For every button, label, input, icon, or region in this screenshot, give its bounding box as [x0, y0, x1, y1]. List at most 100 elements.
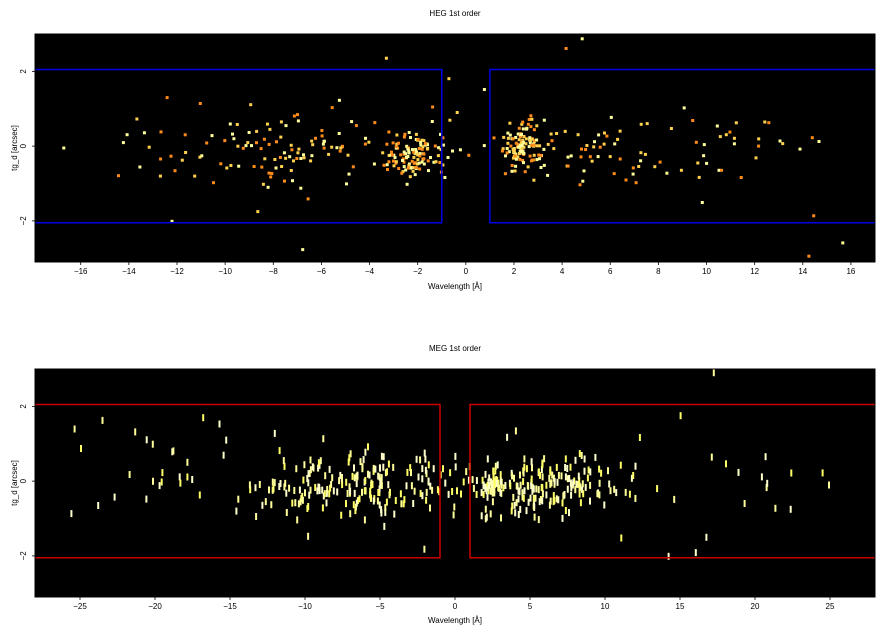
- event-pixel: [639, 122, 643, 126]
- event-pixel: [580, 37, 584, 41]
- event-pixel: [309, 486, 312, 494]
- event-pixel: [656, 485, 659, 493]
- event-pixel: [582, 169, 586, 173]
- event-pixel: [530, 458, 533, 466]
- event-pixel: [369, 487, 372, 495]
- event-pixel: [387, 460, 390, 468]
- event-pixel: [341, 481, 344, 489]
- event-pixel: [392, 159, 395, 163]
- event-pixel: [311, 143, 315, 147]
- event-pixel: [634, 462, 637, 470]
- event-pixel: [576, 133, 580, 137]
- event-pixel: [307, 479, 310, 487]
- event-pixel: [295, 465, 298, 473]
- event-pixel: [383, 522, 386, 530]
- event-pixel: [585, 144, 589, 147]
- event-pixel: [528, 136, 532, 140]
- event-pixel: [471, 476, 474, 484]
- x-tick-label: 25: [826, 602, 835, 611]
- event-pixel: [454, 463, 457, 471]
- event-pixel: [423, 545, 426, 553]
- event-pixel: [364, 448, 367, 456]
- event-pixel: [522, 161, 525, 165]
- event-pixel: [384, 56, 388, 60]
- event-pixel: [426, 147, 429, 151]
- event-pixel: [515, 482, 518, 490]
- event-pixel: [434, 160, 438, 164]
- event-pixel: [529, 114, 533, 118]
- event-pixel: [679, 168, 683, 172]
- event-pixel: [355, 472, 358, 480]
- event-pixel: [828, 481, 830, 489]
- event-pixel: [609, 115, 613, 119]
- event-pixel: [407, 151, 411, 155]
- event-pixel: [774, 504, 777, 512]
- event-pixel: [517, 152, 521, 155]
- x-tick-label: 4: [560, 267, 565, 276]
- event-pixel: [390, 153, 394, 157]
- event-pixel: [270, 501, 273, 509]
- event-pixel: [232, 137, 236, 141]
- event-pixel: [502, 484, 505, 492]
- event-pixel: [525, 465, 528, 473]
- event-pixel: [384, 504, 387, 512]
- event-pixel: [352, 501, 355, 509]
- event-pixel: [260, 165, 264, 169]
- event-pixel: [537, 468, 540, 476]
- event-pixel: [557, 471, 560, 479]
- event-pixel: [407, 162, 411, 166]
- x-tick-label: −2: [413, 267, 423, 276]
- event-pixel: [634, 494, 637, 502]
- event-pixel: [574, 486, 577, 494]
- event-pixel: [410, 469, 412, 477]
- event-pixel: [763, 120, 767, 124]
- event-pixel: [460, 490, 462, 498]
- event-pixel: [637, 165, 641, 168]
- event-pixel: [210, 134, 214, 138]
- x-tick-label: 15: [676, 602, 685, 611]
- event-pixel: [429, 156, 432, 159]
- event-pixel: [376, 497, 379, 505]
- event-pixel: [524, 127, 528, 131]
- event-pixel: [289, 143, 293, 147]
- event-pixel: [399, 490, 402, 498]
- event-pixel: [97, 502, 100, 509]
- event-pixel: [549, 497, 552, 505]
- event-pixel: [430, 120, 434, 123]
- event-pixel: [525, 507, 528, 515]
- event-pixel: [231, 132, 234, 136]
- event-pixel: [494, 467, 497, 475]
- event-pixel: [202, 414, 205, 422]
- event-pixel: [546, 142, 550, 146]
- event-pixel: [159, 157, 163, 161]
- event-pixel: [493, 477, 496, 485]
- event-pixel: [331, 474, 334, 482]
- event-pixel: [422, 152, 426, 156]
- x-tick-label: 0: [453, 602, 458, 611]
- event-pixel: [531, 487, 534, 495]
- event-pixel: [534, 494, 537, 502]
- extraction-region: [469, 403, 875, 559]
- event-pixel: [403, 132, 407, 136]
- event-pixel: [510, 164, 514, 167]
- event-pixel: [301, 496, 304, 504]
- event-pixel: [278, 156, 282, 159]
- event-pixel: [268, 486, 270, 494]
- event-pixel: [330, 145, 334, 149]
- x-tick-label: −10: [298, 602, 312, 611]
- event-pixel: [284, 124, 288, 128]
- event-pixel: [821, 469, 824, 477]
- event-pixel: [380, 474, 383, 482]
- event-pixel: [526, 165, 530, 169]
- event-pixel: [361, 488, 363, 496]
- x-tick-label: −20: [148, 602, 162, 611]
- event-pixel: [491, 489, 494, 497]
- event-pixel: [261, 501, 264, 509]
- event-pixel: [766, 479, 769, 487]
- event-pixel: [454, 452, 457, 460]
- event-pixel: [528, 154, 532, 158]
- event-pixel: [329, 484, 332, 492]
- event-pixel: [347, 172, 351, 176]
- event-pixel: [62, 146, 66, 150]
- event-pixel: [509, 144, 513, 148]
